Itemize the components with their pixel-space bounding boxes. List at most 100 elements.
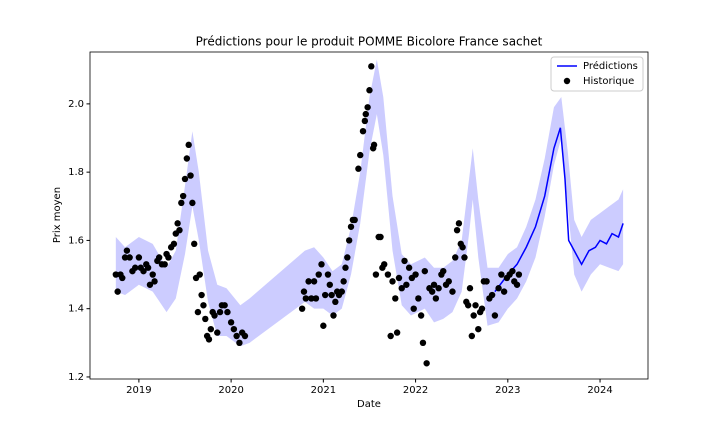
history-point [478,305,486,312]
history-point [401,257,408,265]
plot-frame [89,51,649,380]
history-point [114,288,121,295]
history-point [432,295,440,302]
history-point [466,285,474,292]
history-point [200,302,207,309]
history-point [187,172,194,179]
history-point [455,220,463,227]
history-point [445,278,452,285]
history-point [181,175,189,183]
history-point [491,312,499,319]
history-point [211,312,218,319]
x-axis-label: Date [357,399,381,410]
history-point [328,291,335,299]
history-point [241,332,249,340]
chart-title: Prédictions pour le produit POMME Bicolo… [196,35,543,49]
history-point [372,271,380,278]
history-point [500,288,508,295]
history-point [176,226,183,234]
history-point [310,278,318,285]
history-point [342,264,349,271]
history-point [312,295,320,302]
history-point [320,322,327,329]
history-point [214,329,221,336]
x-tick-label: 2023 [495,385,520,396]
history-point [392,295,399,302]
legend-label: Historique [583,76,634,87]
history-point [179,192,187,200]
history-point [112,271,120,278]
history-point [395,274,403,282]
history-point [119,274,126,282]
x-tick-label: 2020 [218,385,243,396]
x-tick-label: 2022 [403,385,428,396]
history-point [198,291,205,299]
history-point [345,237,353,244]
history-point [459,244,466,251]
history-point [509,267,516,275]
history-point [202,315,209,323]
history-point [421,267,428,275]
history-point [151,278,158,285]
confidence-band [115,59,624,347]
history-point [155,254,163,261]
history-point [415,295,422,302]
history-point [185,141,192,149]
history-point [423,360,430,367]
x-tick-label: 2019 [126,385,151,396]
history-point [430,281,438,288]
history-point [191,240,198,248]
history-point [464,302,472,309]
history-point [387,332,394,340]
history-point [340,278,347,285]
history-point [398,285,405,292]
history-point [405,264,413,271]
history-point [207,325,215,333]
history-point [326,281,334,288]
history-point [189,199,196,207]
history-point [453,226,461,234]
history-point [495,285,502,292]
history-point [449,288,456,295]
history-point [428,288,436,295]
history-point [357,151,364,159]
history-point [452,254,459,261]
history-point [515,271,523,278]
y-tick-label: 1.6 [68,235,84,246]
history-point [417,312,425,319]
history-point [131,264,139,271]
history-point [370,141,378,149]
history-point [384,271,392,278]
history-point [144,264,152,271]
history-point [298,305,306,312]
history-point [324,271,332,278]
history-point [351,216,358,224]
history-point [359,127,367,135]
legend-label: Prédictions [583,60,638,72]
history-point [146,281,154,288]
history-point [470,312,477,319]
history-point [419,339,427,347]
history-point [366,87,373,94]
y-axis-label: Prix moyen [52,187,63,243]
history-point [126,254,133,261]
history-point [410,305,417,312]
history-point [513,281,521,288]
history-point [174,220,181,227]
x-tick-label: 2024 [587,385,612,396]
history-point [227,319,235,326]
history-point [498,271,505,278]
history-point [355,165,362,172]
history-point [381,261,388,268]
history-point [135,254,143,261]
history-point [362,110,369,118]
history-point [475,325,482,333]
history-point [183,155,191,162]
history-point [123,247,131,254]
history-point [230,325,238,333]
history-point [483,278,490,285]
y-tick-label: 1.4 [68,304,84,315]
history-point [389,278,396,285]
prediction-line [494,127,624,293]
